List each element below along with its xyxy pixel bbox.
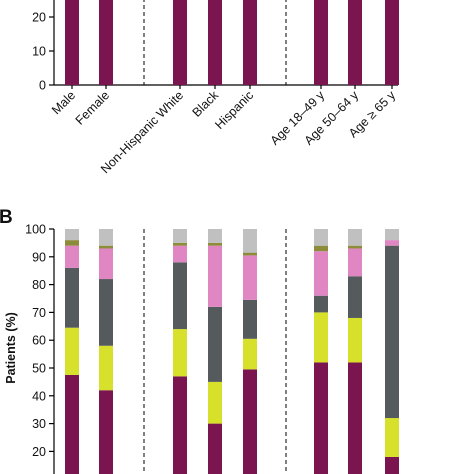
panel-b-stacked-segment [385,240,399,246]
panel-a-bar [99,0,113,86]
panel-b-y-tick-label: 90 [32,250,46,264]
panel-b-stacked-segment [99,245,113,249]
panel-b-y-tick-label: 100 [25,223,46,237]
panel-b-stacked-segment [243,369,257,474]
panel-b-y-axis-label: Patients (%) [4,312,18,384]
panel-b-stacked-segment [314,245,328,252]
panel-b-stacked-segment [314,229,328,246]
panel-b-stacked-segment [65,374,79,474]
panel-b-y-tick-label: 10 [32,473,46,474]
panel-b-stacked-segment [65,327,79,375]
panel-b-stacked-segment [385,229,399,241]
panel-b-stacked-segment [208,306,222,382]
panel-a-bar [385,0,399,86]
panel-b-stacked-segment [243,229,257,253]
panel-b-y-tick-label: 80 [32,278,46,292]
panel-b-stacked-segment [99,279,113,346]
panel-b-stacked-segment [65,245,79,268]
panel-b-stacked-segment [208,245,222,307]
panel-b-stacked-segment [99,390,113,474]
panel-b-stacked-segment [385,456,399,474]
panel-b-stacked-segment [208,229,222,243]
panel-a-bar [173,0,187,86]
panel-a-bar [243,0,257,86]
panel-a-y-tick-label: 20 [32,11,46,25]
panel-b-stacked-segment [208,242,222,246]
panel-b-stacked-segment [208,423,222,474]
panel-b-label: B [0,207,13,228]
panel-b-y-tick-label: 50 [32,362,46,376]
panel-b-stacked-segment [65,240,79,246]
panel-b-chart: 10 20 30 40 50 60 70 80 90 100 Patients (%) [4,223,399,474]
panel-b-stacked-segment [99,229,113,246]
panel-a-bar [348,0,362,86]
panel-b-stacked-segment [314,362,328,474]
panel-b-stacked-segment [173,376,187,474]
panel-b-stacked-segment [173,242,187,246]
panel-b-y-tick-label: 20 [32,445,46,459]
panel-a-y-tick-label: 0 [39,79,46,93]
panel-b-stacked-segment [385,245,399,419]
panel-b-y-tick-label: 60 [32,334,46,348]
panel-b-stacked-segment [65,267,79,328]
panel-b-stacked-segment [208,381,222,424]
panel-a-category-label: Male [49,88,78,117]
panel-b-stacked-segment [243,255,257,300]
panel-a-bar [314,0,328,86]
panel-a-y-tick-label: 10 [32,45,46,59]
panel-b-stacked-segment [314,251,328,296]
panel-b-stacked-segment [348,276,362,318]
panel-b-stacked-segment [243,252,257,256]
panel-a-bar [65,0,79,86]
panel-b-stacked-segment [314,295,328,313]
panel-a-category-label: Female [73,88,112,127]
panel-b-stacked-segment [99,345,113,391]
panel-a-category-label: Non-Hispanic White [98,88,186,176]
panel-b-y-tick-label: 70 [32,306,46,320]
panel-b-stacked-segment [348,229,362,246]
panel-b-stacked-segment [348,362,362,474]
panel-b-stacked-segment [173,229,187,243]
panel-b-stacked-segment [348,245,362,249]
panel-b-stacked-segment [173,245,187,263]
panel-a-bar [208,0,222,86]
panel-b-stacked-segment [314,312,328,363]
panel-b-stacked-segment [348,317,362,363]
panel-b-stacked-segment [173,262,187,330]
panel-a-category-label: Hispanic [212,88,256,132]
panel-b-stacked-segment [99,248,113,280]
panel-a-category-label: Black [190,88,222,120]
panel-b-stacked-segment [65,229,79,241]
panel-b-stacked-segment [348,248,362,277]
panel-b-stacked-segment [385,418,399,457]
panel-b-y-tick-label: 40 [32,389,46,403]
panel-b-stacked-segment [173,329,187,377]
panel-b-y-tick-label: 30 [32,417,46,431]
panel-b-stacked-segment [243,299,257,339]
panel-b-stacked-segment [243,338,257,370]
